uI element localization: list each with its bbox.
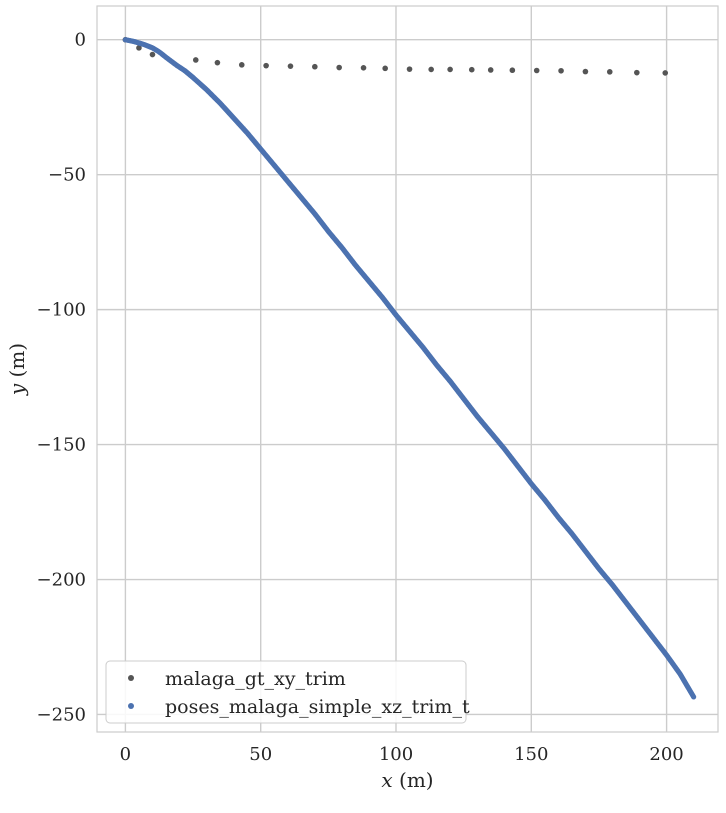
- y-tick-label: −150: [37, 435, 86, 456]
- x-axis-label-var: x: [381, 768, 392, 792]
- x-tick-label: 50: [249, 744, 272, 765]
- ground-truth-point: [487, 67, 494, 73]
- legend-label-poses: poses_malaga_simple_xz_trim_t: [165, 696, 470, 718]
- legend-box: [105, 660, 467, 724]
- x-axis-label-unit: (m): [393, 768, 434, 792]
- ground-truth-point: [406, 66, 413, 72]
- series-1: [122, 37, 697, 700]
- x-tick-label: 150: [514, 744, 548, 765]
- ground-truth-point: [533, 67, 540, 74]
- ground-truth-point: [263, 62, 269, 69]
- ground-truth-point: [336, 64, 342, 71]
- legend: malaga_gt_xy_trim poses_malaga_simple_xz…: [105, 660, 470, 724]
- ground-truth-point: [214, 59, 221, 66]
- ground-truth-point: [287, 63, 294, 69]
- ground-truth-point: [192, 57, 199, 63]
- ground-truth-point: [606, 69, 613, 75]
- ground-truth-point: [582, 68, 589, 75]
- x-tick-label: 200: [649, 744, 683, 765]
- y-axis-label-var: y: [5, 383, 29, 396]
- plot-area: [96, 5, 719, 733]
- y-tick-label: −250: [37, 704, 86, 725]
- y-tick-label: −200: [37, 570, 86, 591]
- x-tick-label: 0: [120, 744, 131, 765]
- ground-truth-point: [149, 51, 156, 58]
- ground-truth-point: [634, 69, 640, 76]
- ground-truth-point: [447, 66, 453, 73]
- x-axis-label: x (m): [381, 768, 433, 792]
- x-tick-labels: 0 50 100 150 200: [120, 744, 684, 765]
- x-tick-label: 100: [379, 744, 413, 765]
- ground-truth-point: [238, 62, 245, 68]
- ground-truth-point: [428, 66, 434, 73]
- legend-marker-poses: [128, 703, 134, 709]
- y-tick-label: 0: [75, 30, 86, 51]
- ground-truth-point: [662, 70, 669, 76]
- ground-truth-point: [360, 65, 367, 71]
- y-axis-label-unit: (m): [5, 343, 29, 384]
- ground-truth-point: [509, 67, 516, 74]
- ground-truth-point: [312, 63, 318, 70]
- series-layer: [122, 36, 697, 700]
- x-gridlines: [124, 6, 668, 732]
- ground-truth-point: [468, 66, 475, 73]
- trajectory-point: [691, 694, 697, 700]
- y-axis-label: y (m): [5, 343, 29, 396]
- ground-truth-point: [558, 67, 564, 74]
- y-tick-labels: 0 −50 −100 −150 −200 −250: [37, 30, 86, 726]
- legend-label-malaga-gt: malaga_gt_xy_trim: [165, 668, 346, 690]
- ground-truth-point: [382, 65, 388, 72]
- y-tick-label: −100: [37, 300, 86, 321]
- legend-marker-malaga-gt: [128, 675, 134, 681]
- ground-truth-point: [136, 45, 142, 51]
- y-tick-label: −50: [48, 165, 86, 186]
